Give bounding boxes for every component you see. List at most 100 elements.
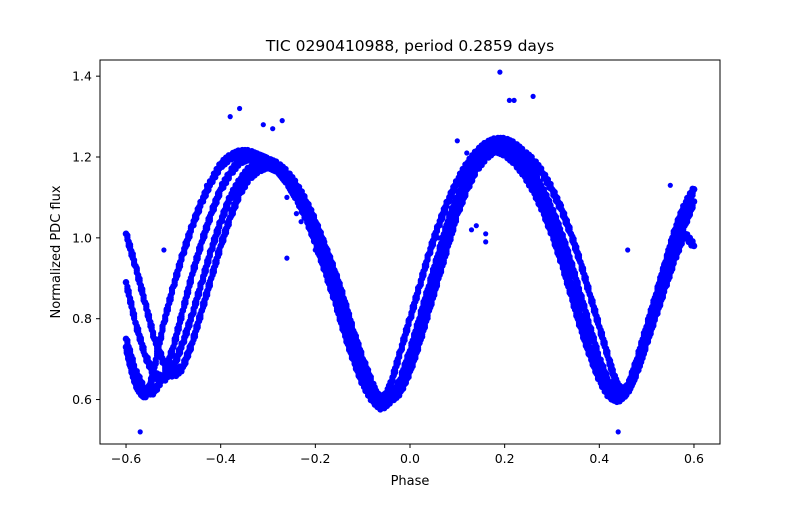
data-point bbox=[152, 360, 159, 367]
y-tick-label: 1.4 bbox=[72, 69, 92, 84]
data-point bbox=[190, 309, 197, 317]
data-point bbox=[429, 241, 437, 248]
data-point bbox=[438, 244, 445, 251]
outlier-point bbox=[137, 429, 143, 435]
data-point bbox=[413, 295, 420, 302]
data-point bbox=[186, 322, 193, 329]
data-point bbox=[428, 301, 435, 308]
data-point bbox=[421, 300, 428, 307]
data-point bbox=[436, 222, 443, 229]
outlier-point bbox=[615, 429, 621, 435]
data-point bbox=[439, 215, 446, 222]
data-point bbox=[185, 289, 192, 296]
y-tick-label: 0.6 bbox=[72, 392, 92, 407]
data-point bbox=[663, 282, 671, 289]
y-tick-label: 1.2 bbox=[72, 150, 92, 165]
data-point bbox=[400, 371, 407, 378]
data-point bbox=[178, 315, 185, 322]
data-point bbox=[177, 263, 184, 270]
data-point bbox=[630, 371, 637, 378]
x-tick-label: −0.2 bbox=[300, 451, 330, 466]
data-point bbox=[669, 266, 676, 273]
outlier-point bbox=[468, 227, 475, 233]
data-point bbox=[394, 360, 401, 367]
data-point bbox=[186, 233, 193, 240]
data-point bbox=[670, 237, 677, 244]
data-point bbox=[162, 317, 169, 324]
data-point bbox=[411, 304, 418, 311]
data-point bbox=[443, 226, 450, 233]
data-point bbox=[654, 310, 661, 317]
data-point bbox=[175, 326, 182, 333]
data-point bbox=[206, 217, 213, 224]
data-point bbox=[201, 233, 208, 240]
outlier-point bbox=[270, 126, 276, 132]
data-point bbox=[420, 272, 427, 279]
data-point bbox=[665, 253, 672, 261]
data-point bbox=[171, 281, 178, 288]
x-tick-label: 0.2 bbox=[495, 451, 515, 466]
x-axis: −0.6 −0.4 −0.2 0.0 0.2 0.4 0.6 bbox=[111, 444, 704, 466]
data-point bbox=[197, 285, 204, 292]
data-point bbox=[462, 180, 469, 187]
data-point bbox=[427, 249, 434, 257]
outlier-point bbox=[237, 105, 243, 112]
outlier-point bbox=[464, 150, 470, 156]
data-point bbox=[190, 222, 197, 229]
data-point bbox=[187, 346, 194, 353]
data-points bbox=[122, 69, 698, 435]
data-point bbox=[178, 256, 185, 264]
data-point bbox=[235, 196, 242, 203]
outlier-point bbox=[667, 182, 673, 188]
data-point bbox=[163, 367, 170, 374]
data-point bbox=[174, 272, 181, 279]
outlier-point bbox=[511, 97, 517, 103]
data-point bbox=[223, 229, 230, 236]
data-point bbox=[392, 369, 399, 376]
data-point bbox=[216, 224, 223, 231]
data-point bbox=[438, 268, 445, 276]
data-point bbox=[168, 289, 176, 297]
outlier-point bbox=[284, 194, 290, 200]
outlier-point bbox=[535, 162, 541, 168]
data-point bbox=[415, 289, 422, 296]
data-point bbox=[433, 258, 441, 265]
data-point bbox=[220, 237, 227, 244]
data-point bbox=[657, 302, 664, 309]
outlier-point bbox=[483, 231, 489, 237]
outlier-point bbox=[203, 182, 210, 188]
data-point bbox=[636, 349, 644, 356]
data-point bbox=[191, 264, 199, 272]
data-point bbox=[447, 236, 454, 243]
data-point bbox=[181, 338, 188, 345]
data-point bbox=[193, 300, 200, 307]
outlier-point bbox=[450, 231, 456, 237]
outlier-point bbox=[530, 93, 536, 99]
data-point bbox=[667, 245, 675, 252]
outlier-point bbox=[435, 235, 441, 241]
data-point bbox=[200, 277, 207, 284]
data-point bbox=[187, 317, 194, 324]
data-point bbox=[424, 256, 431, 264]
data-point bbox=[196, 291, 203, 298]
outlier-point bbox=[454, 138, 460, 144]
data-point bbox=[627, 379, 634, 386]
data-point bbox=[632, 363, 639, 370]
data-point bbox=[431, 267, 438, 274]
outlier-point bbox=[293, 211, 299, 217]
outlier-point bbox=[284, 255, 290, 261]
data-point bbox=[216, 250, 223, 257]
data-point bbox=[642, 331, 649, 338]
data-point bbox=[404, 327, 411, 334]
data-point bbox=[442, 208, 449, 215]
data-point bbox=[187, 228, 194, 235]
outlier-point bbox=[260, 122, 266, 128]
data-point bbox=[684, 218, 691, 225]
data-point bbox=[658, 275, 665, 283]
data-point bbox=[232, 203, 239, 210]
data-point bbox=[412, 332, 419, 339]
data-point bbox=[428, 277, 435, 284]
data-point bbox=[205, 259, 212, 266]
data-point bbox=[224, 204, 231, 211]
outlier-point bbox=[312, 247, 318, 253]
